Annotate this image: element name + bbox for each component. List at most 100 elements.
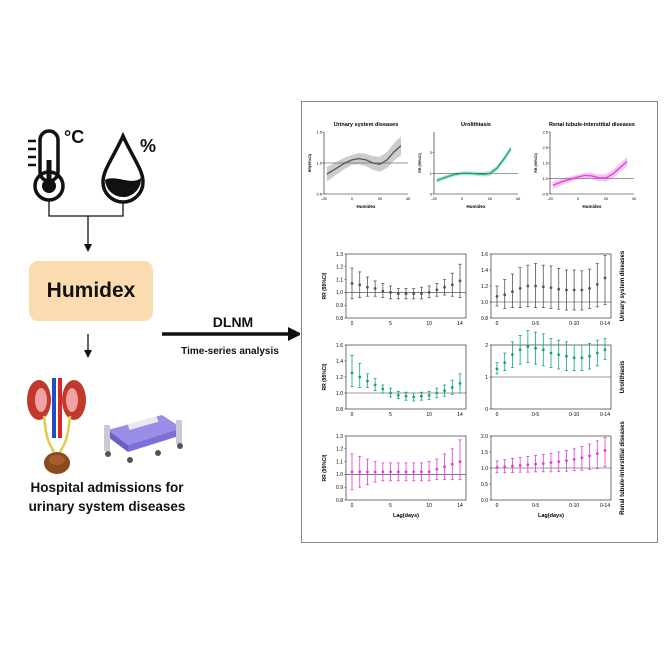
lag-chart-r3-c2: 2.0 1.5 1.0 0.5 0.0 0 0-5 0-10 0-14 Lag(days) <box>481 434 612 519</box>
lag-ytick: 1.4 <box>481 268 488 274</box>
lag-ytick: 1.4 <box>336 359 343 365</box>
lag-chart-r2-c2: 2 1 0 0 0-5 0-10 0-14 <box>485 330 612 418</box>
data-point <box>381 289 385 293</box>
data-point <box>396 394 400 397</box>
data-point <box>518 464 522 467</box>
data-point <box>373 470 377 474</box>
data-point <box>541 348 545 352</box>
data-point <box>381 470 385 474</box>
data-point <box>557 287 561 291</box>
lag-ytick: 1.5 <box>481 450 488 456</box>
top-chart-xlabel: Humidex <box>466 204 486 209</box>
data-point <box>534 284 537 288</box>
data-point <box>549 286 553 289</box>
data-point <box>366 470 369 474</box>
lag-ylabel: RR (95%CI) <box>322 363 328 390</box>
data-point <box>389 470 392 474</box>
data-point <box>565 354 568 358</box>
lag-ytick: 0 <box>485 407 488 413</box>
data-point <box>366 285 369 289</box>
top-chart-ylabel: RR(95%CI) <box>308 153 312 172</box>
data-point <box>549 461 553 464</box>
data-point <box>366 379 369 383</box>
top-xtick: 20 <box>378 196 383 201</box>
data-point <box>588 354 591 358</box>
lag-xtick: 0-5 <box>532 321 539 327</box>
dlnm-arrow <box>162 327 300 341</box>
lag-ytick: 0.9 <box>336 485 343 491</box>
lag-xtick: 14 <box>457 412 463 418</box>
data-point <box>435 288 439 292</box>
lag-ytick: 1.6 <box>336 343 343 349</box>
lag-ytick: 0.8 <box>336 498 343 504</box>
row-label: Urinary system diseases <box>620 250 626 321</box>
data-point <box>396 292 400 296</box>
top-ytick: 0.5 <box>316 192 322 197</box>
hospital-line-1: Hospital admissions for <box>30 480 184 495</box>
data-point <box>534 346 537 350</box>
top-ytick: 0 <box>430 192 433 197</box>
lag-ytick: 0.5 <box>481 482 488 488</box>
data-point <box>412 395 416 399</box>
data-point <box>420 470 423 474</box>
data-point <box>427 291 431 294</box>
top-xtick: 40 <box>516 196 521 201</box>
lag-xtick: 0 <box>496 503 499 509</box>
data-point <box>534 462 537 466</box>
data-point <box>595 351 599 355</box>
lag-ylabel: RR (95%CI) <box>322 272 328 299</box>
top-xtick: 40 <box>632 196 637 201</box>
data-point <box>435 467 439 471</box>
data-point <box>580 356 584 360</box>
data-point <box>495 295 499 298</box>
results-panel: Urinary system diseases Humidex RR(95%CI) 1… <box>301 101 658 543</box>
temperature-unit: °C <box>64 127 85 147</box>
data-point <box>396 470 400 474</box>
data-point <box>565 288 568 292</box>
data-point <box>427 470 431 474</box>
data-point <box>503 465 507 469</box>
data-point <box>572 356 576 360</box>
data-point <box>588 287 591 290</box>
lag-ytick: 0.8 <box>336 316 343 322</box>
lag-xtick: 0-14 <box>600 321 610 327</box>
data-point <box>404 394 408 398</box>
row-label: Renal tubule-interstitial diseases <box>620 420 626 514</box>
data-point <box>603 276 607 280</box>
lag-ytick: 1.2 <box>336 375 343 381</box>
data-point <box>443 285 446 289</box>
lag-ytick: 1.1 <box>336 277 343 283</box>
time-series-label: Time-series analysis <box>181 346 279 357</box>
data-point <box>412 470 416 474</box>
data-point <box>350 371 354 375</box>
exposure-response-line <box>552 160 628 186</box>
lag-xlabel: Lag(days) <box>538 513 564 519</box>
hospital-admissions-label: Hospital admissions for urinary system d… <box>0 478 214 516</box>
data-point <box>603 348 607 352</box>
top-xtick: -20 <box>431 196 438 201</box>
lag-xtick: 5 <box>389 503 392 509</box>
lag-xtick: 0 <box>351 503 354 509</box>
lag-ytick: 1.0 <box>336 290 343 296</box>
data-point <box>358 283 362 287</box>
confidence-band <box>436 145 511 183</box>
data-point <box>526 284 530 288</box>
thermometer-icon <box>28 129 65 202</box>
data-point <box>541 462 545 465</box>
top-xtick: 0 <box>461 196 464 201</box>
humidity-unit: % <box>140 136 157 156</box>
lag-chart-r1-c2: 1.6 1.4 1.2 1.0 0.8 0 0-5 0-10 0-14 <box>481 252 612 327</box>
data-point <box>450 386 454 389</box>
lag-xtick: 0 <box>351 412 354 418</box>
data-point <box>450 283 454 287</box>
hospital-line-2: urinary system diseases <box>28 499 186 514</box>
water-drop-icon <box>101 131 145 204</box>
humidex-label: Humidex <box>46 279 136 302</box>
data-point <box>443 465 446 469</box>
top-ytick: 1.5 <box>542 161 548 166</box>
lag-ytick: 1.3 <box>336 434 343 440</box>
top-xtick: 0 <box>351 196 354 201</box>
data-point <box>458 279 462 283</box>
lag-xtick: 14 <box>457 321 463 327</box>
data-point <box>420 394 423 398</box>
